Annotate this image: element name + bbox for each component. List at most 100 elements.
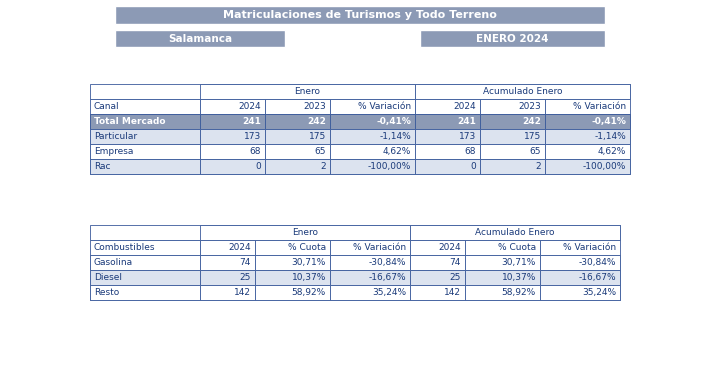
Bar (90, 255, 200, 270)
Bar (545, 129, 630, 144)
Bar (330, 99, 415, 114)
Text: % Variación: % Variación (358, 102, 411, 111)
Bar (545, 99, 630, 114)
Bar (90, 114, 200, 129)
Bar (465, 285, 540, 300)
Text: -16,67%: -16,67% (578, 273, 616, 282)
Text: 35,24%: 35,24% (582, 288, 616, 297)
Bar (540, 255, 620, 270)
Text: Acumulado Enero: Acumulado Enero (476, 228, 555, 237)
Bar (330, 240, 410, 255)
Bar (330, 285, 410, 300)
Bar (410, 285, 465, 300)
Text: 241: 241 (457, 117, 476, 126)
Bar (200, 240, 255, 255)
Text: -100,00%: -100,00% (583, 162, 626, 171)
Bar (265, 159, 330, 174)
Bar (410, 225, 620, 240)
Text: Enero: Enero (292, 228, 318, 237)
Text: Particular: Particular (94, 132, 137, 141)
Text: -0,41%: -0,41% (376, 117, 411, 126)
Bar (330, 270, 410, 285)
Bar (480, 129, 545, 144)
Text: 2023: 2023 (303, 102, 326, 111)
Bar (90, 159, 630, 174)
Text: 65: 65 (314, 147, 326, 156)
Bar (265, 99, 330, 114)
Bar (200, 99, 265, 114)
Bar (480, 99, 545, 114)
Text: 10,37%: 10,37% (291, 273, 326, 282)
Bar (200, 270, 255, 285)
Bar (200, 84, 415, 99)
Bar (90, 225, 620, 240)
Text: 58,92%: 58,92% (502, 288, 536, 297)
Text: 58,92%: 58,92% (292, 288, 326, 297)
Bar (480, 144, 545, 159)
Text: 175: 175 (524, 132, 541, 141)
Text: -1,14%: -1,14% (594, 132, 626, 141)
Bar (255, 270, 330, 285)
Bar (200, 225, 410, 240)
Text: -30,84%: -30,84% (368, 258, 406, 267)
Bar (90, 270, 620, 285)
Text: Gasolina: Gasolina (94, 258, 133, 267)
Text: 175: 175 (308, 132, 326, 141)
Text: 4,62%: 4,62% (383, 147, 411, 156)
Bar (480, 159, 545, 174)
Text: % Cuota: % Cuota (288, 243, 326, 252)
Bar (540, 285, 620, 300)
Text: Empresa: Empresa (94, 147, 134, 156)
Text: 2023: 2023 (518, 102, 541, 111)
Bar (410, 270, 465, 285)
Text: 242: 242 (522, 117, 541, 126)
Text: % Variación: % Variación (353, 243, 406, 252)
Bar (265, 114, 330, 129)
Bar (410, 240, 465, 255)
Bar (545, 144, 630, 159)
Bar (90, 240, 200, 255)
Text: ENERO 2024: ENERO 2024 (476, 33, 549, 43)
Bar (540, 240, 620, 255)
Text: Salamanca: Salamanca (168, 33, 232, 43)
Text: Canal: Canal (94, 102, 120, 111)
Bar (90, 285, 200, 300)
Bar (545, 114, 630, 129)
Bar (415, 84, 630, 99)
Text: 30,71%: 30,71% (291, 258, 326, 267)
Bar (255, 285, 330, 300)
Bar (415, 159, 480, 174)
Text: 0: 0 (471, 162, 476, 171)
Text: -0,41%: -0,41% (591, 117, 626, 126)
Text: Matriculaciones de Turismos y Todo Terreno: Matriculaciones de Turismos y Todo Terre… (223, 10, 497, 20)
Text: 25: 25 (450, 273, 461, 282)
Text: 10,37%: 10,37% (502, 273, 536, 282)
Text: -16,67%: -16,67% (368, 273, 406, 282)
Text: 241: 241 (242, 117, 261, 126)
Bar (330, 255, 410, 270)
Text: 4,62%: 4,62% (598, 147, 626, 156)
Bar (90, 270, 200, 285)
Text: 68: 68 (465, 147, 476, 156)
Text: % Cuota: % Cuota (498, 243, 536, 252)
Bar (90, 129, 200, 144)
Text: 173: 173 (459, 132, 476, 141)
Text: 142: 142 (444, 288, 461, 297)
Text: % Variación: % Variación (563, 243, 616, 252)
Text: 173: 173 (243, 132, 261, 141)
Bar (415, 114, 480, 129)
Bar (255, 255, 330, 270)
Text: 2: 2 (321, 162, 326, 171)
Bar (465, 240, 540, 255)
Bar (200, 285, 255, 300)
Text: Enero: Enero (294, 87, 321, 96)
Text: 25: 25 (240, 273, 251, 282)
Bar (90, 144, 630, 159)
Bar (415, 99, 480, 114)
Text: 0: 0 (255, 162, 261, 171)
Bar (545, 159, 630, 174)
Text: Resto: Resto (94, 288, 119, 297)
Bar (200, 159, 265, 174)
Bar (90, 84, 630, 99)
Text: -30,84%: -30,84% (578, 258, 616, 267)
